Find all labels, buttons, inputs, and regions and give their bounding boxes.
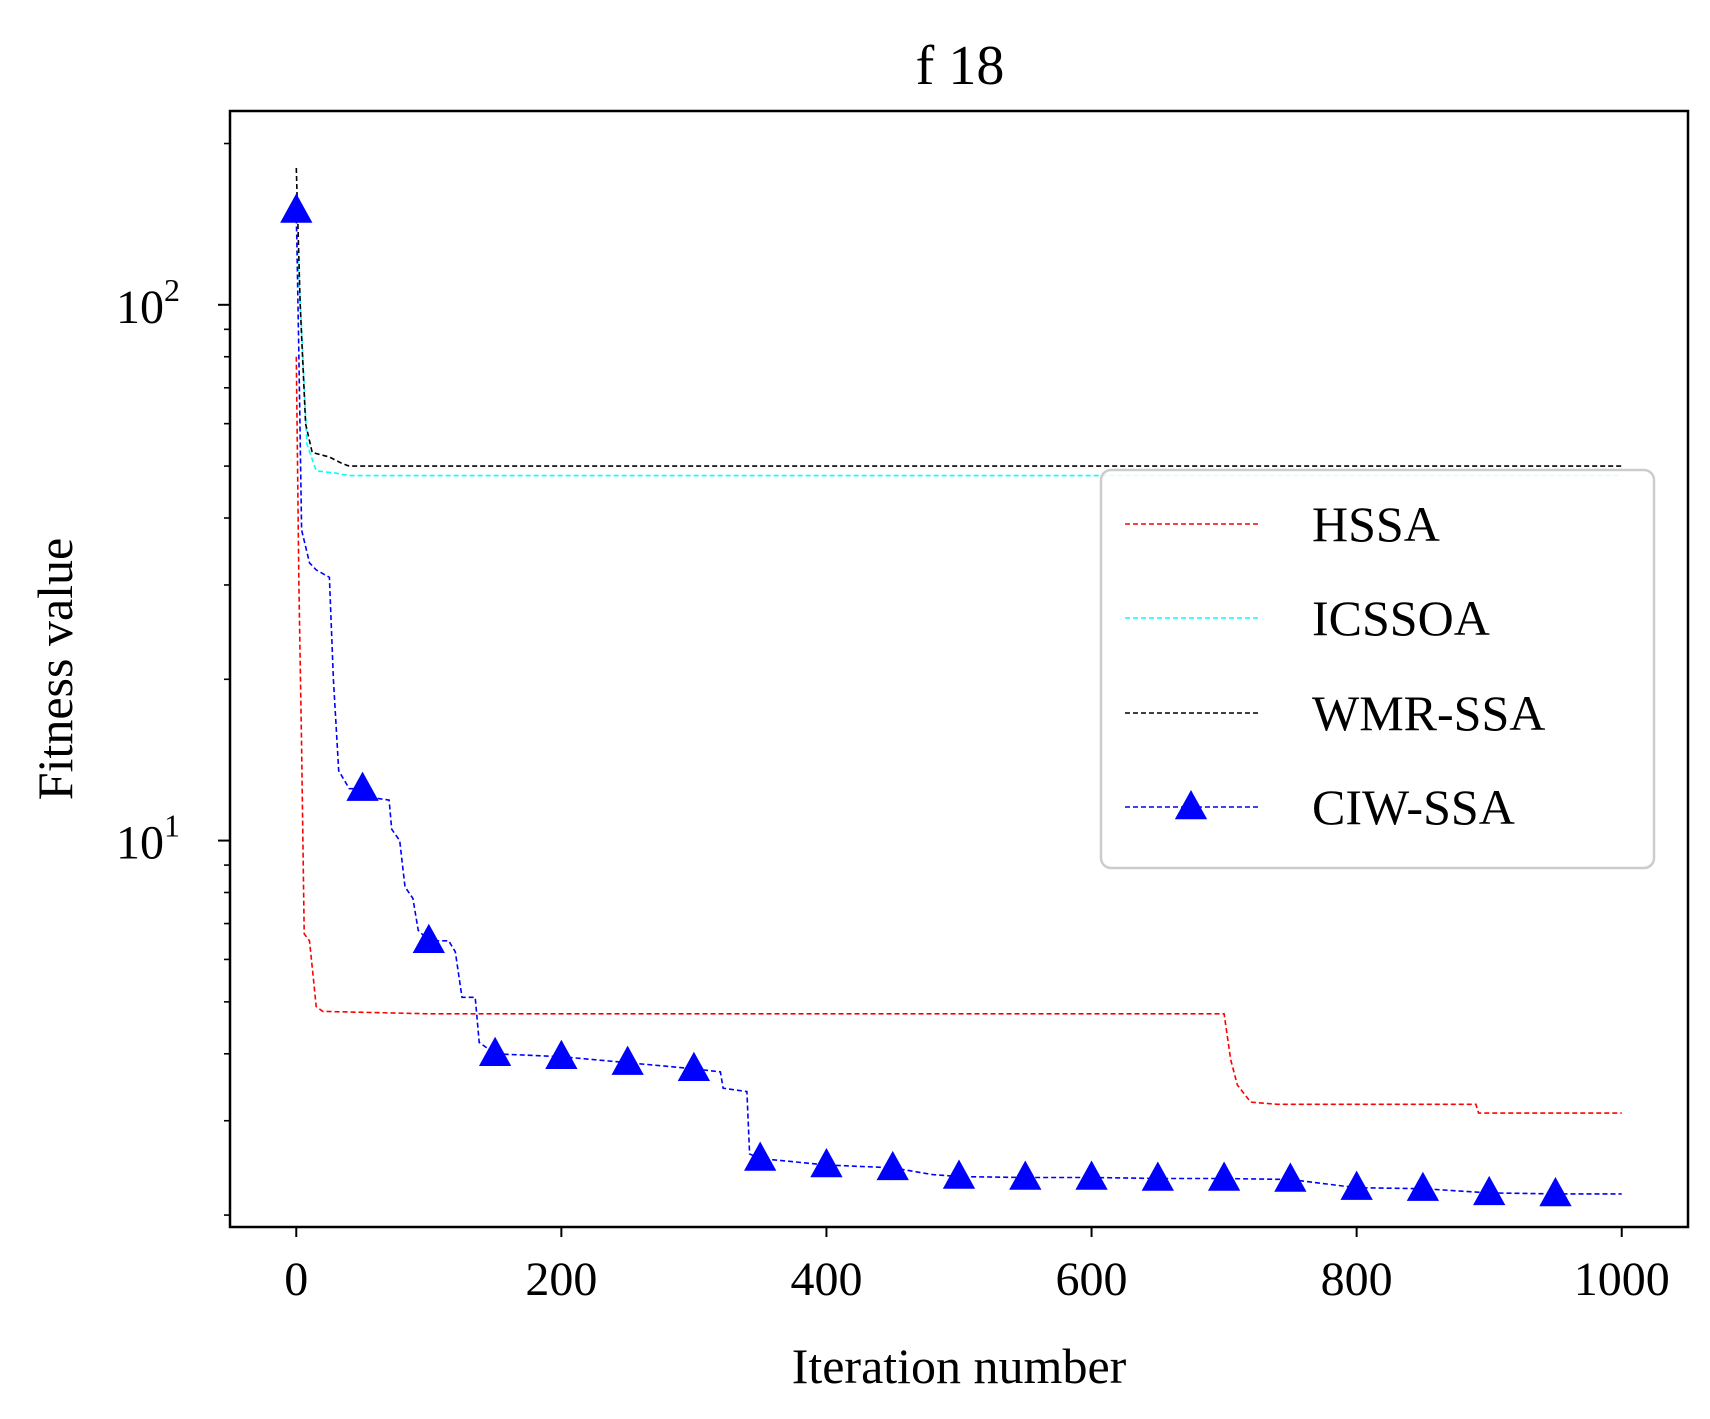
data-point-ciw-ssa	[744, 1141, 777, 1171]
x-tick-label: 1000	[1574, 1253, 1670, 1306]
data-point-ciw-ssa	[876, 1150, 909, 1181]
data-point-ciw-ssa	[545, 1039, 578, 1069]
legend-marker-ciw-ssa	[1174, 790, 1208, 820]
data-point-ciw-ssa	[1406, 1171, 1440, 1201]
data-point-ciw-ssa	[346, 771, 379, 801]
x-axis: 0 200 400 600 800 1000	[284, 1227, 1670, 1306]
series-line-ciw-ssa	[295, 210, 1622, 1195]
legend-label-icssoa: ICSSOA	[1312, 590, 1490, 646]
data-point-ciw-ssa	[1473, 1175, 1506, 1206]
y-axis: 101 102	[116, 142, 230, 1216]
data-point-ciw-ssa	[478, 1036, 512, 1067]
data-point-ciw-ssa	[1274, 1162, 1307, 1192]
data-point-ciw-ssa	[1539, 1176, 1572, 1207]
data-point-ciw-ssa	[1141, 1161, 1174, 1191]
series-line-icssoa	[295, 226, 1622, 477]
data-point-ciw-ssa	[280, 193, 313, 223]
series-line-hssa	[295, 356, 1622, 1114]
data-point-ciw-ssa	[1340, 1170, 1373, 1200]
data-point-ciw-ssa	[1207, 1161, 1241, 1191]
plot-frame	[228, 109, 1690, 1229]
x-tick-label: 800	[1321, 1253, 1393, 1306]
data-point-ciw-ssa	[810, 1148, 843, 1178]
data-point-ciw-ssa	[1075, 1160, 1108, 1190]
y-tick-label: 101	[116, 808, 180, 870]
y-axis-label: Fitness value	[27, 538, 83, 800]
series-line-wmr-ssa	[295, 167, 1622, 467]
chart-title: f 18	[916, 35, 1005, 97]
legend-box	[1099, 468, 1656, 870]
x-axis-label: Iteration number	[792, 1338, 1127, 1394]
x-tick-label: 400	[790, 1253, 862, 1306]
data-point-ciw-ssa	[677, 1051, 711, 1082]
legend-label-hssa: HSSA	[1312, 496, 1440, 552]
x-tick-label: 600	[1056, 1253, 1128, 1306]
plot-lines	[280, 167, 1622, 1207]
legend-label-ciw-ssa: CIW-SSA	[1312, 779, 1515, 835]
x-tick-label: 200	[525, 1253, 597, 1306]
legend-label-wmr-ssa: WMR-SSA	[1312, 685, 1545, 741]
data-point-ciw-ssa	[412, 923, 445, 954]
data-point-ciw-ssa	[942, 1159, 976, 1189]
y-tick-label: 102	[116, 272, 180, 334]
x-tick-label: 0	[284, 1253, 308, 1306]
data-point-ciw-ssa	[1009, 1160, 1042, 1190]
legend: HSSA ICSSOA WMR-SSA CIW-SSA	[1099, 468, 1656, 870]
data-point-ciw-ssa	[611, 1045, 644, 1075]
